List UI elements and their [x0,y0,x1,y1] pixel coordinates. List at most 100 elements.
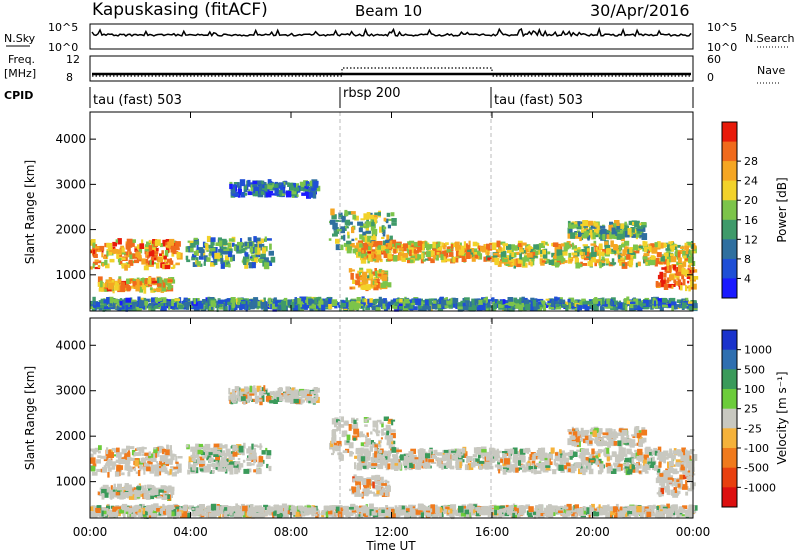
echo-cell [542,250,546,255]
echo-cell [98,282,100,287]
echo-cell [170,454,174,461]
echo-cell [218,469,223,472]
echo-cell [600,226,606,229]
echo-cell [385,481,389,484]
echo-cell [583,244,588,246]
echo-cell [149,306,152,309]
echo-cell [561,243,565,246]
echo-cell [257,306,260,308]
echo-cell [518,460,521,466]
echo-cell [194,251,198,255]
echo-cell [687,281,689,284]
echo-cell [344,421,349,426]
echo-cell [116,465,121,472]
echo-cell [521,243,526,246]
echo-cell [281,305,286,311]
echo-cell [96,469,101,472]
echo-cell [614,223,617,226]
echo-cell [93,263,95,268]
echo-cell [675,462,681,467]
echo-cell [228,388,230,395]
echo-cell [136,252,141,256]
echo-cell [247,462,252,466]
echo-cell [178,305,183,310]
echo-cell [155,239,161,246]
echo-cell [91,239,96,243]
echo-cell [681,276,684,279]
echo-cell [391,218,396,223]
echo-cell [690,450,692,455]
echo-cell [237,302,240,305]
echo-cell [364,424,368,426]
echo-cell [342,303,346,307]
echo-cell [607,467,611,474]
echo-cell [477,306,480,310]
echo-cell [400,254,405,257]
echo-cell [410,260,414,263]
echo-cell [616,467,621,472]
echo-cell [198,303,204,309]
echo-cell [486,456,491,461]
echo-cell [232,391,235,397]
echo-cell [633,245,638,251]
echo-cell [416,299,421,306]
echo-cell [680,465,683,471]
echo-cell [678,279,681,284]
echo-cell [533,300,536,306]
echo-cell [252,262,256,268]
echo-cell [600,468,603,473]
echo-cell [194,298,196,304]
echo-cell [523,449,528,453]
echo-cell [135,460,139,467]
echo-cell [362,272,367,277]
echo-cell [347,246,352,250]
echo-cell [440,254,443,260]
echo-cell [375,480,379,484]
echo-cell [233,452,238,457]
echo-cell [473,454,477,457]
echo-cell [221,457,227,463]
echo-cell [251,444,253,450]
echo-cell [129,487,133,490]
echo-cell [590,460,594,462]
echo-cell [229,469,233,475]
echo-cell [565,453,570,456]
echo-cell [549,260,555,265]
echo-cell [588,221,593,226]
echo-cell [125,298,131,303]
echo-cell [113,305,116,308]
echo-cell [137,280,140,285]
echo-cell [313,391,317,394]
echo-cell [353,420,356,424]
echo-cell [165,450,170,456]
echo-cell [606,261,610,264]
echo-cell [654,465,658,471]
echo-cell [150,260,152,266]
echo-cell [314,298,317,303]
echo-cell [376,490,379,494]
echo-cell [139,243,144,249]
echo-cell [366,489,368,496]
echo-cell [332,234,338,237]
echo-cell [231,398,235,402]
echo-cell [466,456,470,462]
echo-cell [582,234,585,238]
echo-cell [448,459,452,464]
echo-cell [658,275,663,279]
echo-cell [141,458,147,463]
echo-cell [154,470,159,476]
echo-cell [244,242,247,247]
echo-cell [250,386,253,393]
nave-tick-bottom: 0 [707,71,714,84]
echo-cell [340,245,344,251]
echo-cell [252,386,255,392]
echo-cell [204,455,207,457]
beam-title: Beam 10 [355,2,422,20]
echo-cell [214,253,220,259]
echo-cell [234,462,237,466]
echo-cell [215,461,217,468]
echo-cell [639,471,642,474]
echo-cell [98,265,101,268]
echo-cell [415,466,419,470]
